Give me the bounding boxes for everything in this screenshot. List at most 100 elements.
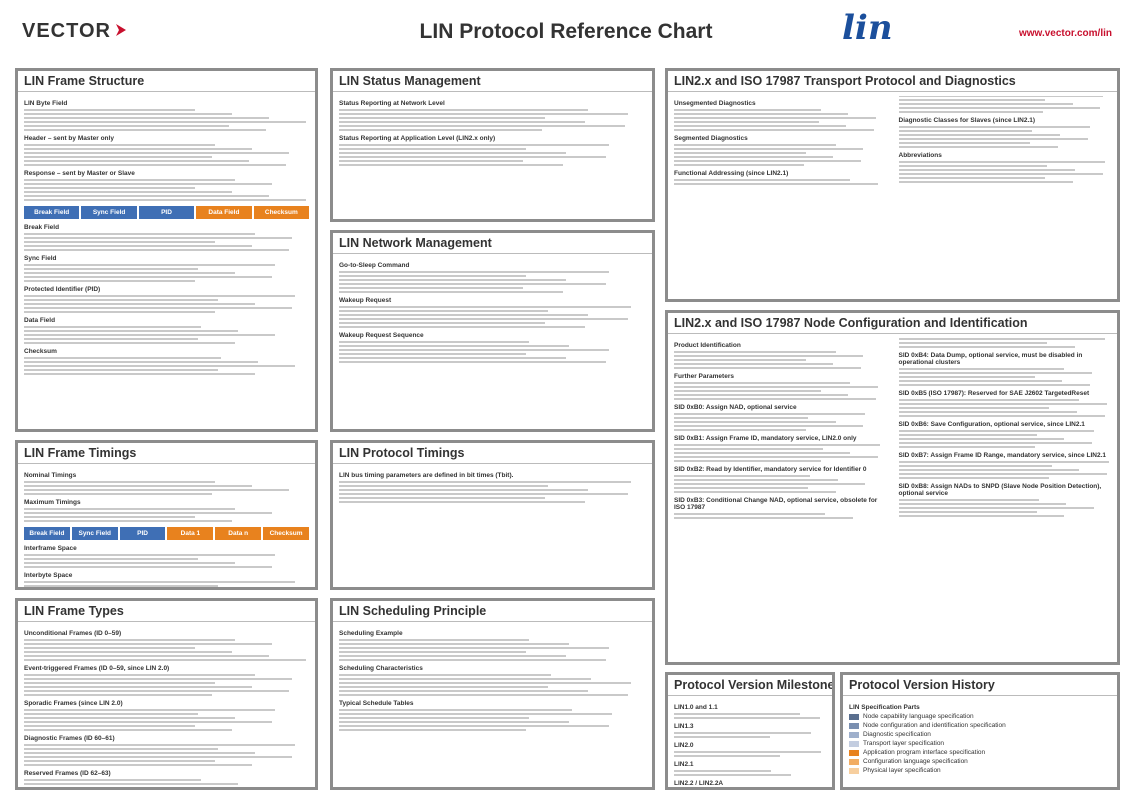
text-line — [339, 129, 542, 131]
text-line — [24, 148, 252, 150]
text-line — [339, 287, 524, 289]
section-heading: LIN2.1 — [674, 761, 694, 768]
panel-title: LIN Status Management — [333, 71, 652, 92]
text-line — [24, 237, 292, 239]
text-line — [339, 659, 607, 661]
text-line — [24, 144, 215, 146]
text-line — [24, 330, 238, 332]
section-heading: Event-triggered Frames (ID 0–59, since L… — [24, 665, 170, 672]
section-heading: Reserved Frames (ID 62–63) — [24, 770, 111, 777]
text-line — [674, 160, 861, 162]
text-line — [674, 444, 881, 446]
text-line — [674, 179, 851, 181]
text-line — [674, 129, 874, 131]
text-line — [674, 460, 821, 462]
text-line — [674, 351, 836, 353]
text-line — [339, 694, 628, 696]
legend-label: Node configuration and identification sp… — [863, 722, 1006, 729]
text-line — [674, 513, 825, 515]
text-line — [339, 357, 567, 359]
legend-entry: Node capability language specification — [849, 713, 1111, 720]
text-line — [674, 487, 808, 489]
text-line — [898, 372, 1092, 374]
legend-entry: Application program interface specificat… — [849, 749, 1111, 756]
text-line — [24, 566, 272, 568]
text-line — [24, 655, 270, 657]
text-line — [24, 717, 235, 719]
panel-title: Protocol Version History — [843, 675, 1117, 696]
panel-title: Protocol Version Milestones — [668, 675, 832, 696]
text-line — [339, 306, 631, 308]
section-heading: SID 0xB1: Assign Frame ID, mandatory ser… — [674, 435, 857, 442]
section-heading: Sync Field — [24, 255, 57, 262]
text-line — [339, 271, 610, 273]
panel-body: Nominal Timings Maximum Timings Break Fiel… — [18, 464, 315, 587]
legend-label: Physical layer specification — [863, 767, 941, 774]
text-line — [674, 359, 806, 361]
text-line — [24, 744, 295, 746]
text-line — [674, 483, 866, 485]
legend-swatch — [849, 740, 859, 747]
text-line — [339, 489, 588, 491]
text-line — [24, 299, 218, 301]
text-line — [339, 686, 548, 688]
section-heading: Status Reporting at Application Level (L… — [339, 135, 496, 142]
text-line — [24, 156, 213, 158]
frame-field: Data n — [215, 527, 262, 540]
text-line — [24, 686, 252, 688]
text-line — [339, 721, 570, 723]
panel: LIN Protocol Timings LIN bus timing param… — [330, 440, 655, 590]
frame-field: Data 1 — [167, 527, 214, 540]
text-line — [339, 485, 548, 487]
text-line — [674, 117, 876, 119]
text-line — [339, 361, 607, 363]
panel: Protocol Version Milestones LIN1.0 and 1.… — [665, 672, 835, 790]
section-heading: SID 0xB5 (ISO 17987): Reserved for SAE J… — [898, 390, 1090, 397]
text-line — [674, 456, 878, 458]
text-line — [339, 283, 607, 285]
legend-label: Diagnostic specification — [863, 731, 931, 738]
text-line — [24, 764, 252, 766]
text-line — [898, 180, 1073, 183]
panel: LIN Frame Timings Nominal Timings Maximum … — [15, 440, 318, 590]
text-line — [339, 725, 610, 727]
text-line — [674, 755, 781, 757]
text-line — [24, 357, 221, 359]
text-line — [24, 647, 195, 649]
text-line — [898, 164, 1048, 167]
section-heading: Typical Schedule Tables — [339, 700, 414, 707]
text-line — [24, 326, 201, 328]
section-heading: LIN1.0 and 1.1 — [674, 704, 718, 711]
text-line — [339, 152, 567, 154]
panel-body: Unconditional Frames (ID 0–59) Event-trig… — [18, 622, 315, 787]
legend-swatch — [849, 731, 859, 738]
frame-field: Data Field — [196, 206, 252, 219]
text-line — [898, 102, 1073, 105]
text-line — [898, 407, 1050, 409]
text-line — [674, 148, 864, 150]
text-line — [24, 183, 272, 185]
panel-title: LIN Frame Structure — [18, 71, 315, 92]
text-line — [24, 554, 275, 556]
text-line — [339, 164, 564, 166]
text-line — [674, 156, 834, 158]
text-line — [898, 469, 1080, 471]
section-heading: SID 0xB6: Save Configuration, optional s… — [898, 421, 1085, 428]
frame-fields: Break Field Sync Field PID Data 1 Data n Chec… — [24, 527, 309, 540]
text-line — [24, 481, 215, 483]
text-line — [339, 349, 610, 351]
text-line — [24, 199, 307, 201]
text-line — [898, 368, 1065, 370]
text-line — [24, 659, 307, 661]
section-heading: LIN2.0 — [674, 742, 694, 749]
legend-entry: Configuration language specification — [849, 758, 1111, 765]
text-line — [339, 117, 545, 119]
text-line — [339, 497, 545, 499]
text-line — [898, 503, 1067, 505]
text-line — [339, 156, 607, 158]
text-line — [339, 275, 527, 277]
text-line — [24, 295, 295, 297]
text-line — [898, 399, 1080, 401]
text-line — [898, 465, 1052, 467]
text-line — [674, 479, 838, 481]
